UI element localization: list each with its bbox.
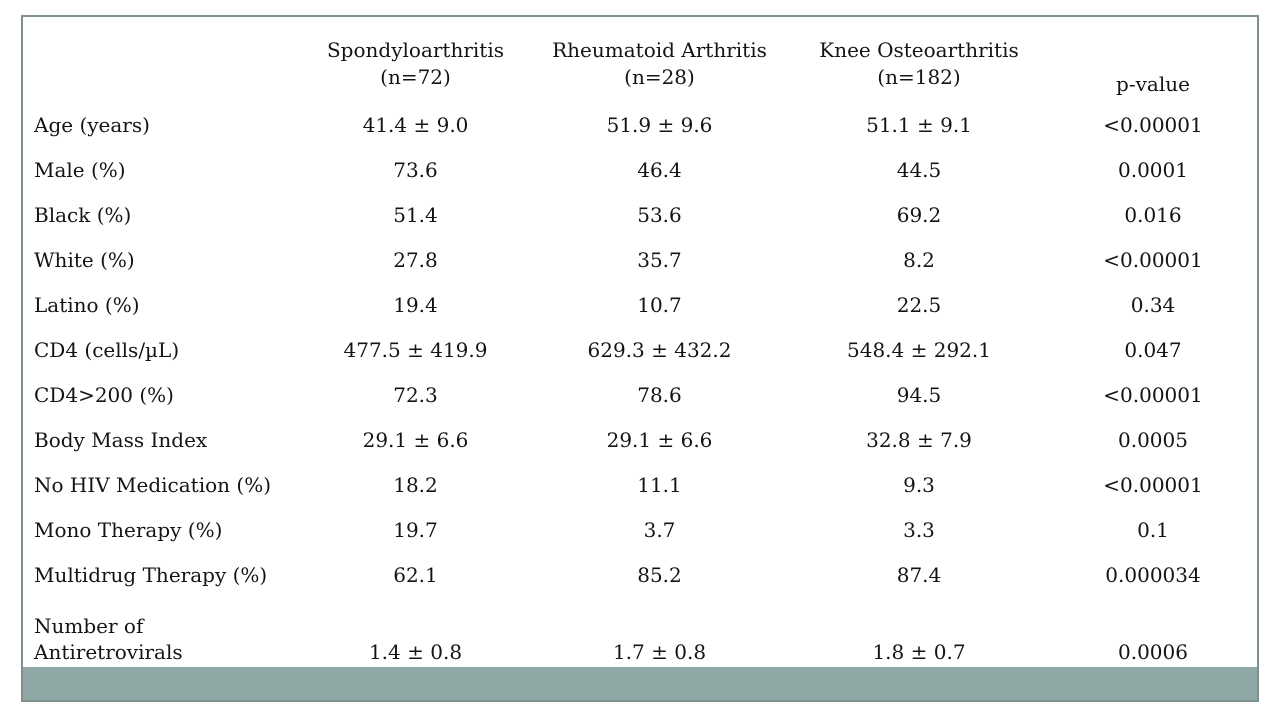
cell-value: 9.3 (903, 472, 935, 497)
row-label: White (%) (34, 248, 135, 273)
cell-value: 72.3 (393, 382, 438, 407)
column-title: Spondyloarthritis (326, 38, 505, 62)
cell-value: 477.5 ± 419.9 (343, 337, 488, 362)
cell-value: 85.2 (637, 562, 682, 587)
header-spondyloarthritis: Spondyloarthritis (n=72) (301, 17, 530, 103)
column-n: (n=72) (380, 65, 451, 89)
row-label: Multidrug Therapy (%) (34, 562, 268, 587)
cell-value: 18.2 (393, 472, 438, 497)
table-row: Age (years) 41.4 ± 9.0 51.9 ± 9.6 51.1 ± 9.… (23, 103, 1257, 148)
row-label: Age (years) (34, 113, 150, 138)
header-rheumatoid-arthritis: Rheumatoid Arthritis (n=28) (530, 17, 789, 103)
table-row: White (%) 27.8 35.7 8.2 <0.00001 (23, 238, 1257, 283)
cell-value: <0.00001 (1103, 472, 1203, 497)
cell-value: 548.4 ± 292.1 (847, 337, 991, 362)
cell-value: 0.0006 (1118, 639, 1188, 664)
cell-value: 1.4 ± 0.8 (368, 639, 463, 664)
cell-value: 0.047 (1124, 337, 1182, 362)
cell-value: 78.6 (637, 382, 682, 407)
cell-value: 0.34 (1130, 293, 1176, 318)
cell-value: 32.8 ± 7.9 (866, 427, 972, 452)
cell-value: 629.3 ± 432.2 (587, 337, 732, 362)
cell-value: 29.1 ± 6.6 (362, 427, 469, 452)
cell-value: 29.1 ± 6.6 (606, 427, 713, 452)
table-row: No HIV Medication (%) 18.2 11.1 9.3 <0.00001 (23, 462, 1257, 507)
cell-value: 35.7 (637, 248, 682, 273)
cell-value: 0.0005 (1118, 427, 1188, 452)
cell-value: <0.00001 (1103, 248, 1203, 273)
cell-value: 51.4 (393, 203, 438, 228)
cell-value: 62.1 (393, 562, 438, 587)
cell-value: 0.0001 (1118, 158, 1188, 183)
cell-value: 22.5 (896, 293, 942, 318)
cell-value: <0.00001 (1103, 113, 1203, 138)
table-row: Male (%) 73.6 46.4 44.5 0.0001 (23, 148, 1257, 193)
cell-value: 27.8 (393, 248, 438, 273)
table-row: Mono Therapy (%) 19.7 3.7 3.3 0.1 (23, 507, 1257, 552)
row-label: Body Mass Index (34, 427, 208, 452)
header-p-value: p-value (1049, 17, 1257, 103)
cell-value: 10.7 (637, 293, 682, 318)
cell-value: 73.6 (393, 158, 438, 183)
header-knee-osteoarthritis: Knee Osteoarthritis (n=182) (789, 17, 1049, 103)
row-label: Male (%) (34, 158, 126, 183)
cell-value: 0.000034 (1105, 562, 1201, 587)
row-label: Mono Therapy (%) (34, 517, 223, 542)
cell-value: 19.4 (393, 293, 438, 318)
cell-value: <0.00001 (1103, 382, 1203, 407)
table-row: CD4>200 (%) 72.3 78.6 94.5 <0.00001 (23, 372, 1257, 417)
cell-value: 3.3 (903, 517, 935, 542)
cell-value: 94.5 (896, 382, 942, 407)
row-label: CD4 (cells/µL) (34, 337, 180, 362)
column-title: Knee Osteoarthritis (819, 38, 1019, 62)
column-n: (n=28) (624, 65, 695, 89)
cell-value: 69.2 (896, 203, 942, 228)
cell-value: 19.7 (393, 517, 438, 542)
table-row: Black (%) 51.4 53.6 69.2 0.016 (23, 193, 1257, 238)
cell-value: 53.6 (637, 203, 682, 228)
cell-value: 0.016 (1124, 203, 1182, 228)
cell-value: 41.4 ± 9.0 (362, 113, 469, 138)
cell-value: 51.1 ± 9.1 (866, 113, 972, 138)
header-empty-cell (23, 17, 301, 103)
row-label: CD4>200 (%) (34, 382, 174, 407)
table-row: Latino (%) 19.4 10.7 22.5 0.34 (23, 283, 1257, 328)
cell-value: 11.1 (637, 472, 682, 497)
column-n: (n=182) (877, 65, 961, 89)
cell-value: 0.1 (1137, 517, 1169, 542)
cell-value: 1.7 ± 0.8 (612, 639, 707, 664)
baseline-characteristics-table: Spondyloarthritis (n=72) Rheumatoid Arth… (21, 15, 1259, 702)
cell-value: 51.9 ± 9.6 (606, 113, 713, 138)
row-label: Black (%) (34, 203, 132, 228)
cell-value: 1.8 ± 0.7 (872, 639, 966, 664)
table-footer-bar (23, 667, 1257, 700)
cell-value: 44.5 (896, 158, 942, 183)
row-label: No HIV Medication (%) (34, 472, 272, 497)
column-title: p-value (1116, 72, 1190, 96)
table-row: Body Mass Index 29.1 ± 6.6 29.1 ± 6.6 32.8 … (23, 417, 1257, 462)
cell-value: 8.2 (903, 248, 935, 273)
row-label: Number of Antiretrovirals (34, 613, 183, 664)
cell-value: 46.4 (637, 158, 682, 183)
cell-value: 3.7 (643, 517, 676, 542)
table-row: CD4 (cells/µL) 477.5 ± 419.9 629.3 ± 432.2… (23, 328, 1257, 373)
row-label: Latino (%) (34, 293, 140, 318)
table-header-row: Spondyloarthritis (n=72) Rheumatoid Arth… (23, 17, 1257, 103)
table-row: Multidrug Therapy (%) 62.1 85.2 87.4 0.00003… (23, 552, 1257, 597)
column-title: Rheumatoid Arthritis (552, 38, 767, 62)
table-row: Number of Antiretrovirals 1.4 ± 0.8 1.7 ± 0… (23, 597, 1257, 667)
cell-value: 87.4 (896, 562, 942, 587)
